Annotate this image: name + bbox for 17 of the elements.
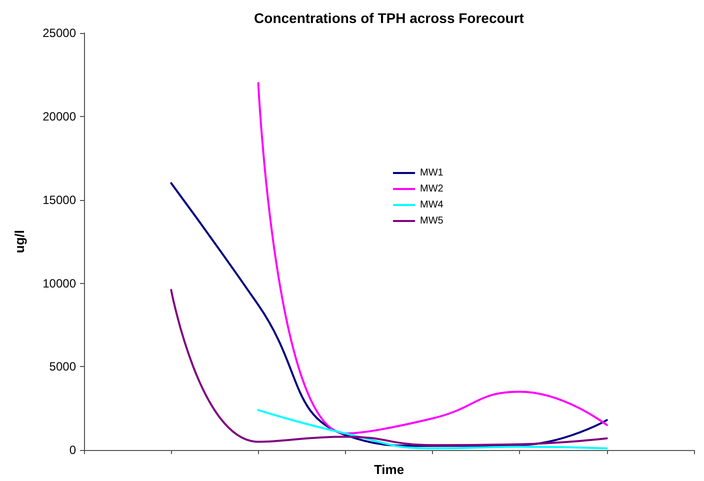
line-series [170,182,608,447]
y-tick-label: 10000 [42,276,76,290]
y-axis-title: ug/l [12,230,27,254]
y-tick-label: 15000 [42,192,76,207]
line-series [257,82,608,434]
legend-label: MW1 [420,168,444,178]
legend-label: MW4 [420,200,444,210]
line-series [170,288,608,446]
y-tick-label: 25000 [42,26,76,40]
legend-label: MW5 [420,216,444,226]
legend-label: MW2 [420,184,444,194]
x-axis-title: Time [374,462,404,477]
y-tick-label: 20000 [42,109,76,124]
chart-title: Concentrations of TPH across Forecourt [254,10,524,26]
line-series [257,409,608,450]
y-tick-label: 5000 [49,360,76,374]
y-tick-label: 0 [69,443,76,458]
